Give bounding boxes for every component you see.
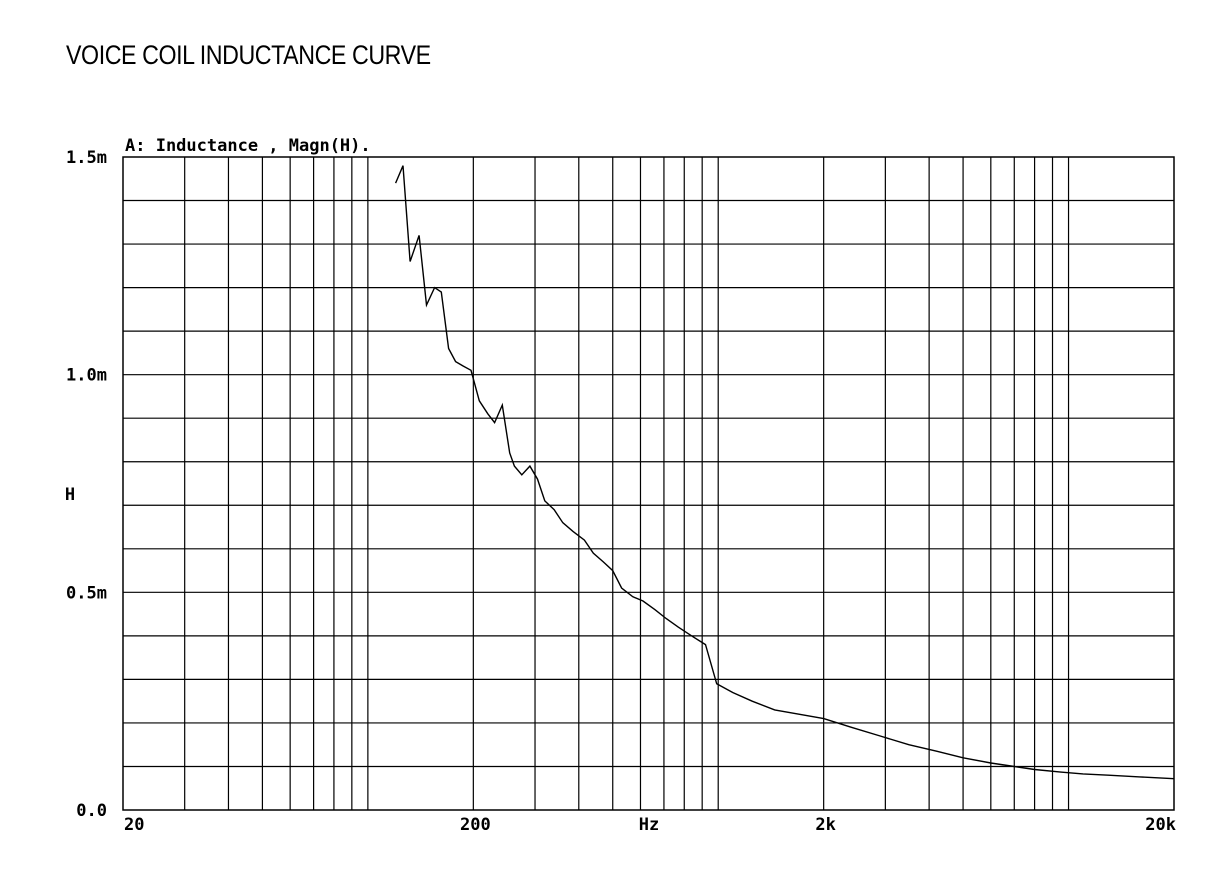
y-tick-label: 0.0 [76,801,107,821]
page-title: VOICE COIL INDUCTANCE CURVE [66,40,431,70]
x-tick-label: 2k [815,815,835,835]
chart-title: A: Inductance , Magn(H). [125,136,371,156]
series-layer [394,165,1175,780]
x-tick-label: 200 [460,815,491,835]
axis-labels: A: Inductance , Magn(H). Hz H 0.0 0.5m 1.0… [65,136,1176,835]
grid [123,157,1174,810]
y-tick-label: 0.5m [66,583,107,603]
plot-frame [122,156,1175,811]
x-tick-label: 20 [124,815,144,835]
x-axis-label: Hz [639,815,659,835]
x-tick-label: 20k [1145,815,1176,835]
y-tick-label: 1.0m [66,366,107,386]
y-axis-label: H [65,485,75,505]
y-tick-label: 1.5m [66,148,107,168]
series-line-0 [394,165,1175,780]
